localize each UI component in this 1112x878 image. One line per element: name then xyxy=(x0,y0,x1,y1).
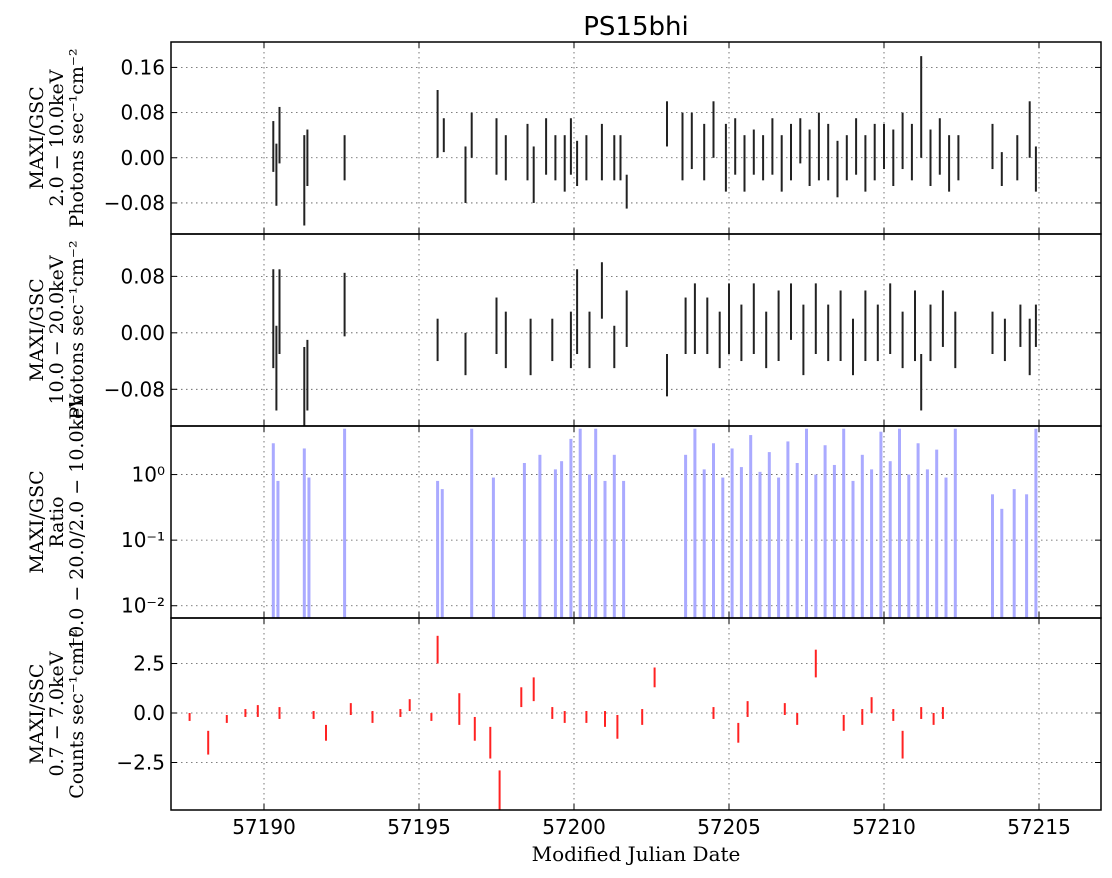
ratio-bar xyxy=(538,454,542,618)
panel-frame xyxy=(170,41,1102,235)
ratio-bar xyxy=(578,428,582,618)
ratio-bar xyxy=(814,474,818,618)
y-axis-label-line: Photons sec⁻¹cm⁻² xyxy=(66,48,88,227)
ratio-bar xyxy=(739,467,743,618)
ratio-bar xyxy=(991,494,994,618)
panel-frame xyxy=(170,617,1102,811)
ratio-bar xyxy=(898,428,901,618)
y-axis-label-line: Ratio xyxy=(46,496,68,547)
ratio-bar xyxy=(888,461,892,618)
y-tick-label: 10⁰ xyxy=(132,463,165,487)
ratio-bar xyxy=(777,477,781,618)
y-tick-label: 10⁻² xyxy=(121,594,165,618)
ratio-bar xyxy=(730,448,734,618)
y-tick-label: 2.5 xyxy=(133,652,165,676)
x-tick-label: 57190 xyxy=(232,815,296,839)
ratio-bar xyxy=(786,441,790,618)
ratio-bar xyxy=(1025,494,1029,618)
y-axis-label-line: MAXI/GSC xyxy=(26,86,48,189)
ratio-bar xyxy=(271,443,275,618)
y-axis-label-line: 2.0 − 10.0keV xyxy=(46,69,68,206)
ratio-bar xyxy=(944,477,948,618)
ratio-bar xyxy=(832,464,836,618)
ratio-bar xyxy=(767,452,771,618)
ratio-bar xyxy=(1034,428,1038,618)
ratio-bar xyxy=(560,461,564,618)
ratio-bar xyxy=(1000,508,1004,618)
y-axis-label-line: MAXI/SSC xyxy=(26,664,48,765)
y-axis-label-line: Counts sec⁻¹cm⁻² xyxy=(66,629,88,798)
x-tick-label: 57215 xyxy=(1007,815,1071,839)
ratio-bar xyxy=(907,474,911,618)
y-axis-label-line: MAXI/GSC xyxy=(26,470,48,573)
ratio-bar xyxy=(684,454,688,618)
ratio-bar xyxy=(758,471,762,618)
x-axis: 57190 57195 57200 57205 57210 57215 xyxy=(232,815,1071,839)
ratio-bar xyxy=(470,428,474,618)
ratio-bar xyxy=(440,489,444,618)
ratio-bar xyxy=(622,480,626,618)
ratio-bar xyxy=(307,477,311,618)
ratio-bar xyxy=(491,477,495,618)
ratio-bar xyxy=(879,431,883,618)
ratio-bar xyxy=(603,480,607,618)
ratio-bar xyxy=(935,449,939,618)
y-axis-label-line: Photons sec⁻¹cm⁻² xyxy=(66,240,88,419)
y-tick-label: 0.00 xyxy=(120,321,165,345)
panel-frame xyxy=(170,425,1102,619)
x-tick-label: 57205 xyxy=(697,815,761,839)
y-axis-label-line: 10.0 − 20.0keV xyxy=(46,255,68,404)
chart-title: PS15bhi xyxy=(583,12,688,42)
ratio-bar xyxy=(851,480,855,618)
ratio-bar xyxy=(594,428,598,618)
y-axis-label-line: 10.0 − 20.0/2.0 − 10.0keV xyxy=(66,394,88,650)
ratio-bar xyxy=(805,428,808,618)
ratio-bar xyxy=(276,480,280,618)
ratio-bar xyxy=(553,469,557,618)
ratio-bar xyxy=(823,445,827,618)
ratio-bar xyxy=(436,480,440,618)
y-tick-label: 0.00 xyxy=(120,146,165,170)
panel-frame xyxy=(170,233,1102,427)
y-tick-label: 0.08 xyxy=(120,101,165,125)
ratio-bar xyxy=(702,469,706,618)
ratio-bar xyxy=(569,438,573,618)
x-tick-label: 57210 xyxy=(852,815,916,839)
y-tick-label: 10⁻¹ xyxy=(121,528,165,552)
ratio-bar xyxy=(916,443,920,618)
ratio-bar xyxy=(612,454,616,618)
x-tick-label: 57200 xyxy=(542,815,606,839)
ratio-bar xyxy=(522,463,526,618)
x-tick-label: 57195 xyxy=(387,815,451,839)
ratio-bar xyxy=(842,428,846,618)
ratio-bar xyxy=(588,474,591,618)
y-tick-label: −2.5 xyxy=(116,750,165,774)
ratio-bar xyxy=(721,477,725,618)
y-tick-label: 0.16 xyxy=(120,55,165,79)
ratio-bar xyxy=(953,428,957,618)
ratio-bar xyxy=(749,435,753,618)
ratio-bar xyxy=(795,463,799,618)
ratio-bar xyxy=(343,428,347,618)
y-tick-label: 0.0 xyxy=(133,701,165,725)
y-tick-label: −0.08 xyxy=(104,191,165,215)
y-tick-label: −0.08 xyxy=(104,377,165,401)
y-axis-label-line: MAXI/GSC xyxy=(26,278,48,381)
ratio-bar xyxy=(870,469,874,618)
ratio-bar xyxy=(925,469,929,618)
ratio-bar xyxy=(712,443,715,618)
ratio-bar xyxy=(302,448,306,618)
y-tick-label: 0.08 xyxy=(120,264,165,288)
x-axis-label: Modified Julian Date xyxy=(532,842,741,866)
ratio-bar xyxy=(860,454,864,618)
y-axis-label-line: 0.7 − 7.0keV xyxy=(46,651,68,776)
ratio-bar xyxy=(1012,489,1016,618)
ratio-bar xyxy=(693,428,697,618)
